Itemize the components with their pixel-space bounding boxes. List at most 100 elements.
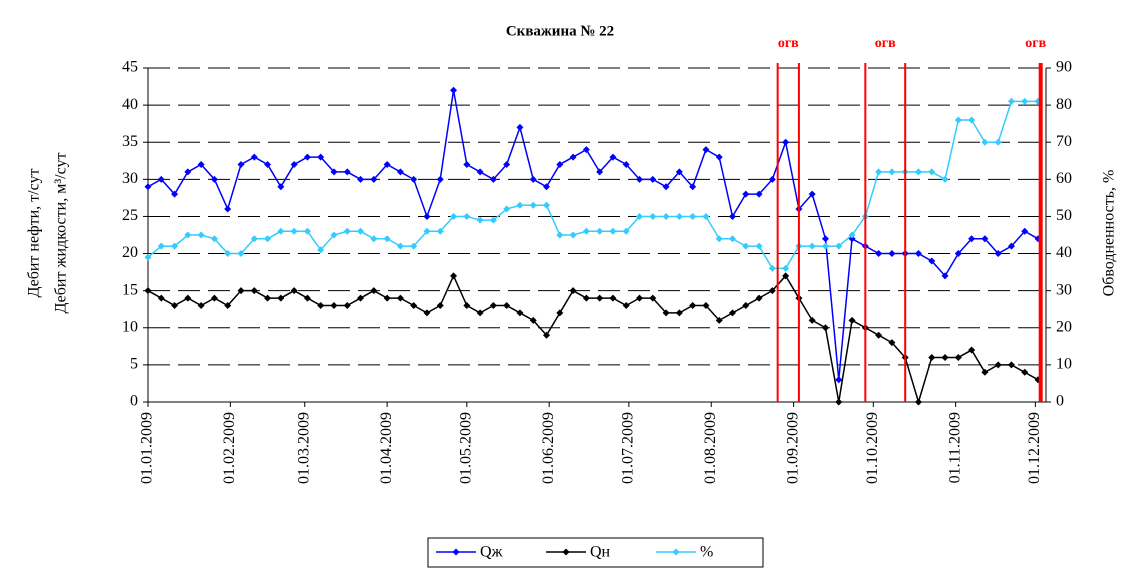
data-point [1007,97,1015,105]
data-point [277,227,285,235]
data-point [622,302,630,310]
data-point [543,201,551,209]
data-point [556,160,564,168]
legend-label: Qж [480,544,504,561]
data-point [489,216,497,224]
data-point [250,287,258,295]
event-label: огв [1025,36,1046,51]
data-point [556,309,564,317]
data-point [609,294,617,302]
data-point [636,294,644,302]
data-point [994,138,1002,146]
data-point [157,175,165,183]
data-point [569,287,577,295]
data-point [383,235,391,243]
data-point [941,175,949,183]
data-point [728,212,736,220]
x-tick-label: 01.09.2009 [784,412,801,484]
data-point [303,153,311,161]
data-point [529,201,537,209]
data-point [742,190,750,198]
data-point [343,168,351,176]
data-point [383,160,391,168]
data-point [237,250,245,258]
data-point [1021,227,1029,235]
data-point [675,212,683,220]
data-point [821,324,829,332]
data-point [662,212,670,220]
y2-tick-label: 10 [1056,356,1072,373]
data-point [675,168,683,176]
data-point [224,250,232,258]
data-point [489,302,497,310]
data-point [728,235,736,243]
y-tick-label: 25 [122,207,138,224]
data-point [410,175,418,183]
legend-label: % [700,544,713,561]
data-point [728,309,736,317]
data-point [1007,242,1015,250]
y-tick-label: 10 [122,318,138,335]
data-point [808,190,816,198]
data-point [914,168,922,176]
data-point [596,227,604,235]
legend-label: Qн [590,544,611,561]
data-point [503,205,511,213]
data-point [768,175,776,183]
data-point [503,160,511,168]
x-tick-label: 01.06.2009 [540,412,557,484]
data-point [184,294,192,302]
data-point [914,398,922,406]
data-point [622,227,630,235]
data-point [450,272,458,280]
data-point [157,242,165,250]
data-point [463,160,471,168]
x-tick-label: 01.08.2009 [702,412,719,484]
data-point [954,353,962,361]
data-point [197,302,205,310]
data-point [171,302,179,310]
data-point [821,242,829,250]
y-tick-label: 30 [122,170,138,187]
data-point [330,168,338,176]
data-point [782,272,790,280]
legend: Qж Qн% [427,537,764,568]
data-point [343,302,351,310]
data-point [396,168,404,176]
data-point [875,250,883,258]
data-point [503,302,511,310]
data-point [171,242,179,250]
data-point [410,242,418,250]
y2-tick-label: 30 [1056,281,1072,298]
y-tick-label: 15 [122,281,138,298]
data-point [423,212,431,220]
chart-title: Скважина № 22 [506,23,614,39]
data-point [782,264,790,272]
y2-tick-label: 80 [1056,96,1072,113]
data-point [968,116,976,124]
data-point [742,242,750,250]
data-point [290,227,298,235]
data-point [436,175,444,183]
x-tick-label: 01.03.2009 [295,412,312,484]
data-point [184,231,192,239]
data-point [463,212,471,220]
data-point [848,231,856,239]
data-point [888,250,896,258]
data-point [357,227,365,235]
x-tick-label: 01.10.2009 [864,412,881,484]
data-point [489,175,497,183]
event-label: огв [875,36,896,51]
data-point [144,253,152,261]
event-label: огв [778,36,799,51]
data-point [928,353,936,361]
data-point [210,235,218,243]
data-point [689,212,697,220]
data-point [702,302,710,310]
data-point [569,153,577,161]
data-point [436,302,444,310]
data-point [330,302,338,310]
data-point [981,138,989,146]
data-point [768,264,776,272]
data-point [184,168,192,176]
